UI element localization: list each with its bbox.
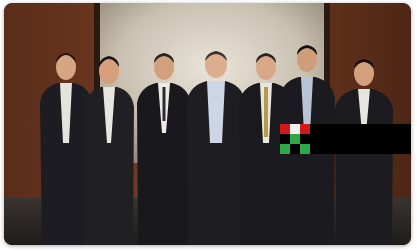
- photo: [4, 3, 411, 245]
- page: [0, 0, 417, 251]
- redaction: [280, 124, 411, 154]
- photo-frame: [4, 3, 411, 245]
